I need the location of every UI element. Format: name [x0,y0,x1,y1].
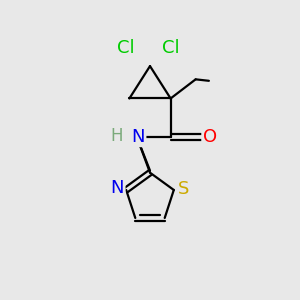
Text: O: O [203,128,217,146]
Text: Cl: Cl [162,39,180,57]
Text: N: N [131,128,145,146]
Text: N: N [111,179,124,197]
Text: H: H [110,127,122,145]
Text: S: S [178,180,189,198]
Text: Cl: Cl [117,39,135,57]
